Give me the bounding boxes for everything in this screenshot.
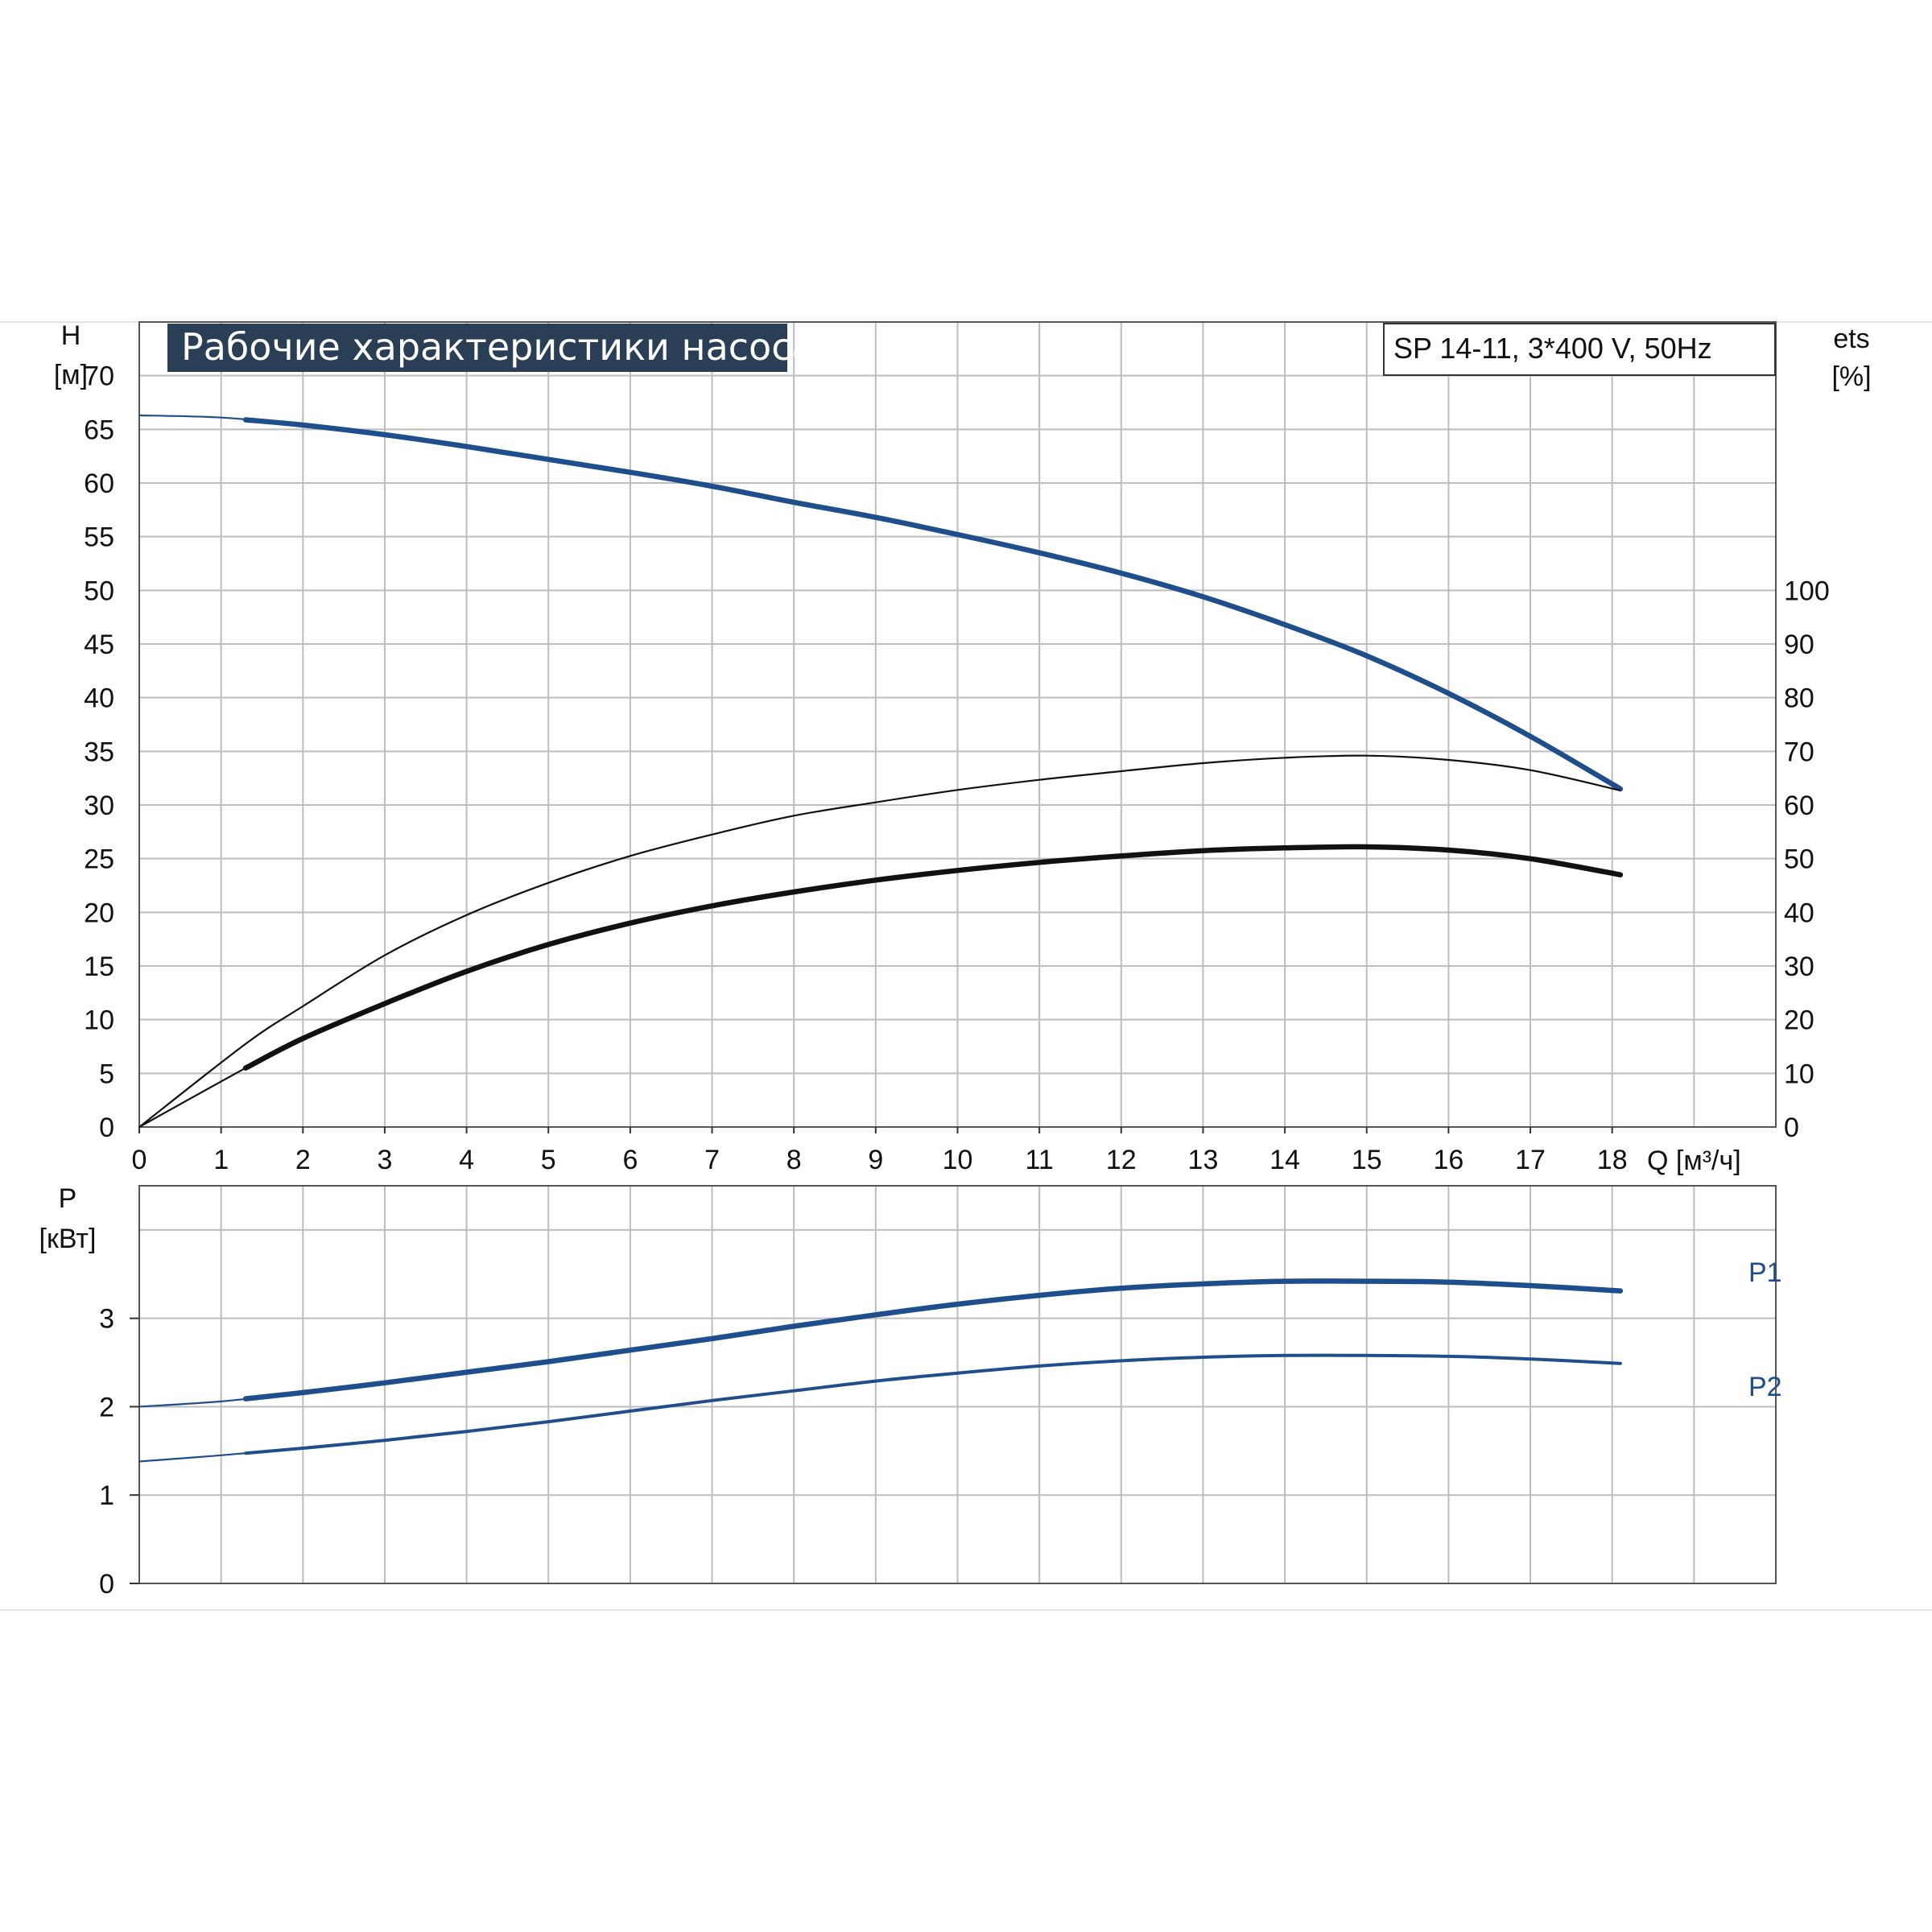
top-series (138, 414, 1624, 1128)
y-tick-label: 0 (99, 1113, 114, 1143)
x-tick-label: 8 (786, 1145, 802, 1175)
y-tick-label: 60 (84, 469, 114, 499)
x-tick-label: 2 (295, 1145, 311, 1175)
x-tick-label: 1 (213, 1145, 229, 1175)
bottom-series-1-line (244, 1353, 1622, 1455)
y-tick-label: 45 (84, 630, 114, 660)
y-axis-name: H (61, 320, 81, 351)
y-tick-label: 55 (84, 522, 114, 553)
top-series-2-line (242, 844, 1624, 1071)
x-tick-label: 3 (377, 1145, 392, 1175)
x-tick-label: 16 (1433, 1145, 1463, 1175)
y-tick-label: 5 (99, 1059, 114, 1089)
y2-tick-label: 20 (1784, 1005, 1814, 1036)
x-tick-label: 4 (459, 1145, 474, 1175)
y-tick-label: 25 (84, 844, 114, 875)
chart-title: Рабочие характеристики насоса (181, 325, 815, 369)
x-tick-label: 5 (541, 1145, 556, 1175)
x-tick-label: 0 (132, 1145, 147, 1175)
x-axis-label: Q [м³/ч] (1647, 1146, 1741, 1176)
x-tick-label: 11 (1026, 1145, 1054, 1175)
top-series-0-thin-line (138, 414, 1621, 790)
x-tick-label: 9 (868, 1145, 883, 1175)
x-tick-label: 15 (1352, 1145, 1382, 1175)
y2-tick-label: 0 (1784, 1113, 1799, 1143)
bottom-grid (138, 1186, 1777, 1584)
y-tick-label: 65 (84, 415, 114, 445)
top-series-2-thin-line (138, 845, 1621, 1128)
p-axis-unit: [кВт] (39, 1224, 97, 1254)
y2-axis-unit: [%] (1831, 361, 1871, 392)
y-tick-label: 20 (84, 898, 114, 928)
x-tick-label: 10 (943, 1145, 973, 1175)
y-tick-label: 10 (84, 1005, 114, 1036)
y-axis-unit: [м] (54, 360, 88, 390)
bottom-plot-frame (138, 1185, 1777, 1584)
x-tick-label: 14 (1269, 1145, 1300, 1175)
model-label: SP 14-11, 3*400 V, 50Hz (1393, 332, 1712, 365)
y2-tick-label: 10 (1784, 1059, 1814, 1089)
bottom-series-0-line (242, 1278, 1624, 1402)
head-efficiency-chart: 0 1 2 3 4 5 6 7 8 9 10 11 12 13 14 15 16 17 18051015202530… (54, 320, 1872, 1176)
p-axis-name: P (59, 1183, 77, 1214)
bottom-series-1-thin-line (138, 1354, 1620, 1463)
y-tick-label: 40 (84, 683, 114, 714)
x-tick-label: 7 (704, 1145, 720, 1175)
x-tick-label: 6 (622, 1145, 638, 1175)
bottom-ticks: 0 1 2 3 (99, 1304, 139, 1600)
y-tick-label: 30 (84, 791, 114, 821)
p-tick-label: 2 (99, 1392, 114, 1422)
y-tick-label: 50 (84, 576, 114, 606)
model-box (1383, 323, 1776, 376)
p-tick-label: 3 (99, 1304, 114, 1335)
y2-axis-name: ets (1833, 324, 1869, 354)
x-tick-label: 12 (1106, 1145, 1137, 1175)
top-series-1-thin-line (138, 754, 1621, 1128)
y2-tick-label: 30 (1784, 952, 1814, 982)
x-tick-label: 18 (1597, 1145, 1628, 1175)
top-series-0-line (242, 417, 1624, 792)
chart-title-box (167, 324, 787, 372)
p1-series-label: P1 (1748, 1257, 1782, 1288)
y-tick-label: 15 (84, 952, 114, 982)
y-tick-label: 35 (84, 737, 114, 767)
p-tick-label: 0 (99, 1569, 114, 1600)
power-chart: 0 1 2 3 P [кВт] P1 P2 (39, 1183, 1782, 1600)
x-tick-label: 17 (1515, 1145, 1546, 1175)
y2-tick-label: 100 (1784, 576, 1830, 606)
p-tick-label: 1 (99, 1480, 114, 1511)
y2-tick-label: 60 (1784, 791, 1814, 821)
top-ticks: 0 1 2 3 4 5 6 7 8 9 10 11 12 13 14 15 16 17 18051015202530… (84, 361, 1830, 1175)
y2-tick-label: 90 (1784, 630, 1814, 660)
p2-series-label: P2 (1748, 1372, 1782, 1402)
y2-tick-label: 40 (1784, 898, 1814, 928)
bottom-series (138, 1278, 1624, 1463)
y2-tick-label: 70 (1784, 737, 1814, 767)
x-tick-label: 13 (1188, 1145, 1219, 1175)
y-tick-label: 70 (84, 361, 114, 392)
y2-tick-label: 80 (1784, 683, 1814, 714)
y2-tick-label: 50 (1784, 844, 1814, 875)
